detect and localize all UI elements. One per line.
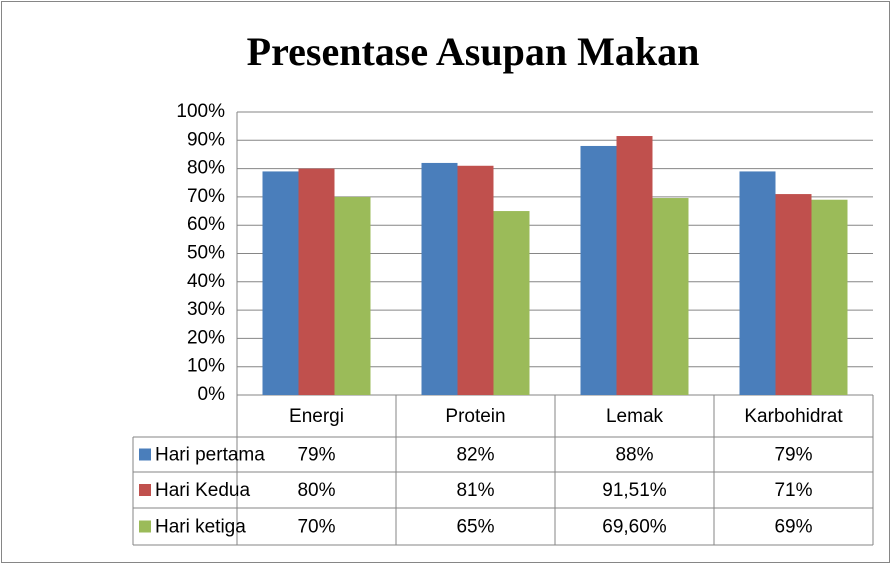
bar xyxy=(652,198,689,395)
value-label: 70% xyxy=(297,517,335,538)
value-label: 82% xyxy=(456,445,494,466)
value-label: 79% xyxy=(297,445,335,466)
value-label: 69,60% xyxy=(602,517,667,538)
x-tick-label: Energi xyxy=(289,406,344,427)
x-tick-label: Lemak xyxy=(606,406,664,427)
x-tick-label: Karbohidrat xyxy=(744,406,843,427)
value-label: 80% xyxy=(297,480,335,501)
value-label: 69% xyxy=(774,517,812,538)
value-label: 81% xyxy=(456,480,494,501)
bar xyxy=(298,168,335,395)
y-tick-label: 80% xyxy=(187,158,225,179)
bar xyxy=(421,162,458,395)
y-tick-label: 90% xyxy=(187,129,225,150)
legend-label: Hari Kedua xyxy=(155,480,250,501)
legend-swatch xyxy=(139,448,151,461)
y-tick-label: 20% xyxy=(187,327,225,348)
y-tick-label: 40% xyxy=(187,271,225,292)
x-tick-label: Protein xyxy=(445,406,505,427)
bar xyxy=(616,136,653,395)
y-tick-label: 100% xyxy=(176,101,225,122)
chart-title: Presentase Asupan Makan xyxy=(247,29,700,74)
legend-swatch xyxy=(139,484,151,496)
value-label: 79% xyxy=(774,445,812,466)
y-tick-label: 70% xyxy=(187,186,225,207)
value-label: 88% xyxy=(615,445,653,466)
legend-label: Hari pertama xyxy=(155,445,265,466)
bar xyxy=(811,199,848,395)
bar xyxy=(262,171,299,395)
y-tick-label: 10% xyxy=(187,356,225,377)
bar xyxy=(334,196,371,395)
bar xyxy=(580,145,617,395)
y-tick-label: 0% xyxy=(198,384,226,405)
bar xyxy=(457,165,494,395)
legend-swatch xyxy=(139,520,151,533)
bar xyxy=(739,171,776,395)
value-label: 65% xyxy=(456,517,494,538)
y-tick-label: 50% xyxy=(187,243,225,264)
y-tick-label: 60% xyxy=(187,214,225,235)
value-label: 91,51% xyxy=(602,480,667,501)
y-tick-label: 30% xyxy=(187,299,225,320)
bar xyxy=(775,194,812,395)
legend-label: Hari ketiga xyxy=(155,517,246,538)
value-label: 71% xyxy=(774,480,812,501)
bar xyxy=(493,211,530,395)
